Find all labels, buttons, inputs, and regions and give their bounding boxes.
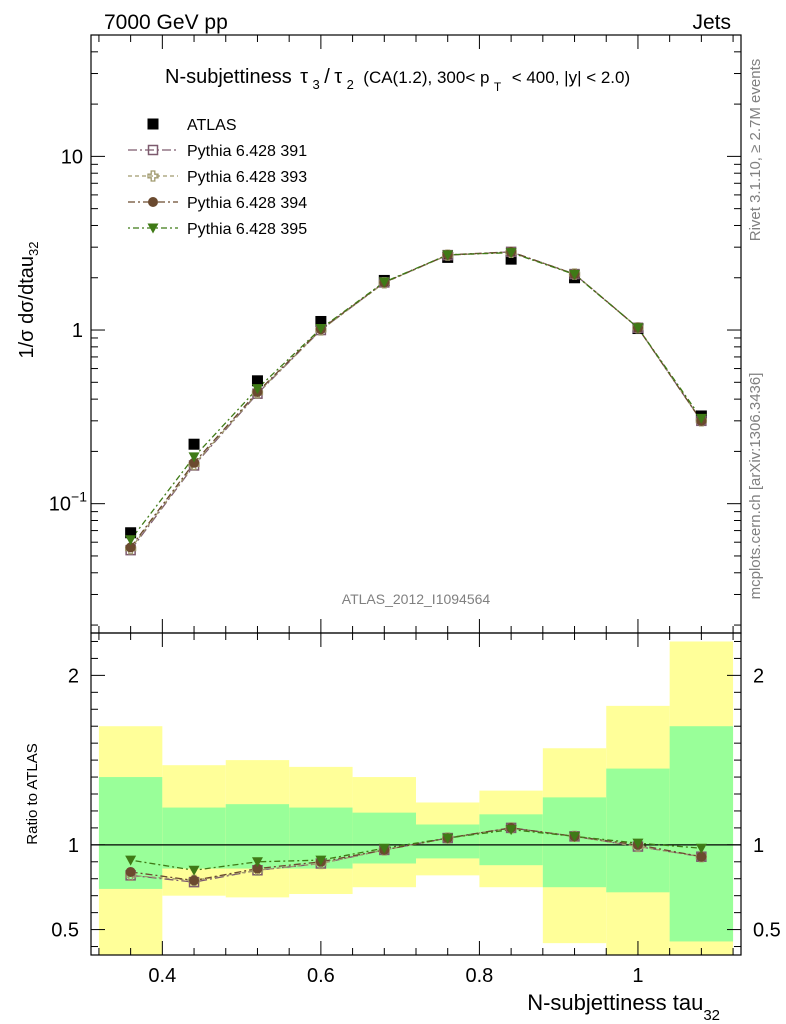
legend-marker-p395: [147, 223, 159, 234]
ratio-point-p395-8: [632, 838, 644, 849]
axes: 10−1 1 10 0.4 0.6 0.8 1 0.5 0.5 1 1 2 2: [49, 34, 781, 987]
legend-marker-data: [147, 118, 159, 130]
legend-marker-p391: [147, 144, 159, 156]
main-point-p394-0: [125, 542, 136, 553]
main-line-p391: [130, 251, 702, 551]
main-ytick-label-1: 1: [72, 320, 83, 342]
legend-label-p394: Pythia 6.428 394: [187, 195, 307, 212]
inner-band-bin-8: [606, 768, 670, 893]
process-label: Jets: [692, 11, 731, 34]
ratio-point-p395-0: [125, 855, 137, 866]
legend-label-p391: Pythia 6.428 391: [187, 143, 307, 160]
main-y-axis-label: 1/σ dσ/dtau32: [16, 242, 41, 359]
xtick-label-0: 0.4: [148, 965, 176, 987]
ratio-point-p394-0: [125, 866, 136, 877]
ratio-ytick-label-right-0: 0.5: [753, 920, 781, 942]
main-point-p395-5: [442, 250, 454, 261]
ratio-point-p395-4: [378, 843, 390, 854]
ratio-ytick-label-right-2: 2: [753, 665, 764, 687]
main-line-p393: [130, 251, 702, 550]
main-markers: [124, 246, 708, 556]
main-point-p395-2: [251, 384, 263, 395]
legend-label-data: ATLAS: [187, 117, 237, 134]
ratio-point-p395-2: [251, 857, 263, 868]
ratio-point-p395-6: [505, 825, 517, 836]
ratio-point-p394-1: [189, 875, 200, 886]
x-axis-label: N-subjettiness tau32: [527, 990, 720, 1024]
ratio-point-p395-5: [442, 833, 454, 844]
legend-marker-p394: [148, 197, 158, 207]
analysis-id: ATLAS_2012_I1094564: [342, 591, 491, 607]
main-point-p395-3: [315, 324, 327, 335]
ratio-uncertainty-bands: [91, 641, 741, 955]
main-title: N-subjettiness τ 3 / τ 2 (CA(1.2), 300< …: [165, 66, 630, 95]
inner-band-bin-6: [479, 814, 543, 866]
main-point-data-2: [251, 375, 263, 387]
ratio-point-p394-2: [252, 863, 263, 874]
ratio-ytick-label-left-1: 1: [68, 835, 79, 857]
legend: ATLAS Pythia 6.428 391 Pythia 6.428 393 Pyt…: [128, 117, 307, 238]
main-mc-lines: [130, 251, 702, 551]
ratio-point-p395-1: [188, 865, 200, 876]
ratio-line-p395: [130, 828, 702, 871]
main-point-p395-6: [505, 248, 517, 259]
ratio-mc-lines: [130, 827, 702, 883]
legend-label-p393: Pythia 6.428 393: [187, 169, 307, 186]
ratio-ytick-label-right-1: 1: [753, 835, 764, 857]
main-point-p394-1: [189, 457, 200, 468]
ratio-markers: [124, 822, 708, 888]
ratio-y-axis-label: Ratio to ATLAS: [24, 743, 41, 844]
main-point-p395-8: [632, 323, 644, 334]
main-point-data-0: [125, 527, 137, 539]
main-point-data-3: [315, 315, 327, 327]
main-point-p395-7: [569, 269, 581, 280]
main-line-p395: [130, 251, 702, 541]
main-line-p394: [130, 251, 702, 548]
inner-band-bin-4: [352, 812, 416, 864]
ratio-point-p394-9: [696, 851, 707, 862]
legend-label-p395: Pythia 6.428 395: [187, 221, 307, 238]
inner-band-bin-7: [542, 797, 607, 888]
ratio-point-p395-3: [315, 855, 327, 866]
ratio-ytick-label-left-2: 2: [68, 665, 79, 687]
rivet-version-label: Rivet 3.1.10, ≥ 2.7M events: [747, 59, 764, 242]
main-ytick-label-0: 10−1: [49, 489, 87, 516]
main-point-p395-9: [695, 413, 707, 424]
ratio-ytick-label-left-0: 0.5: [51, 920, 79, 942]
legend-marker-p393: [147, 170, 159, 182]
ratio-point-p395-7: [569, 831, 581, 842]
inner-band-bin-9: [669, 726, 734, 942]
main-point-p395-1: [188, 452, 200, 463]
xtick-label-1: 0.6: [307, 965, 335, 987]
mcplots-label: mcplots.cern.ch [arXiv:1306.3436]: [747, 373, 764, 600]
xtick-label-2: 0.8: [466, 965, 494, 987]
xtick-label-3: 1: [632, 965, 643, 987]
main-point-p395-4: [378, 277, 390, 288]
ratio-line-p394: [130, 827, 702, 882]
energy-label: 7000 GeV pp: [104, 11, 228, 34]
main-point-data-6: [505, 253, 517, 265]
inner-band-bin-1: [162, 807, 226, 869]
ratio-point-p395-9: [695, 843, 707, 854]
main-point-data-1: [188, 438, 200, 450]
main-point-p395-0: [125, 535, 137, 546]
main-ytick-label-2: 10: [61, 146, 83, 168]
